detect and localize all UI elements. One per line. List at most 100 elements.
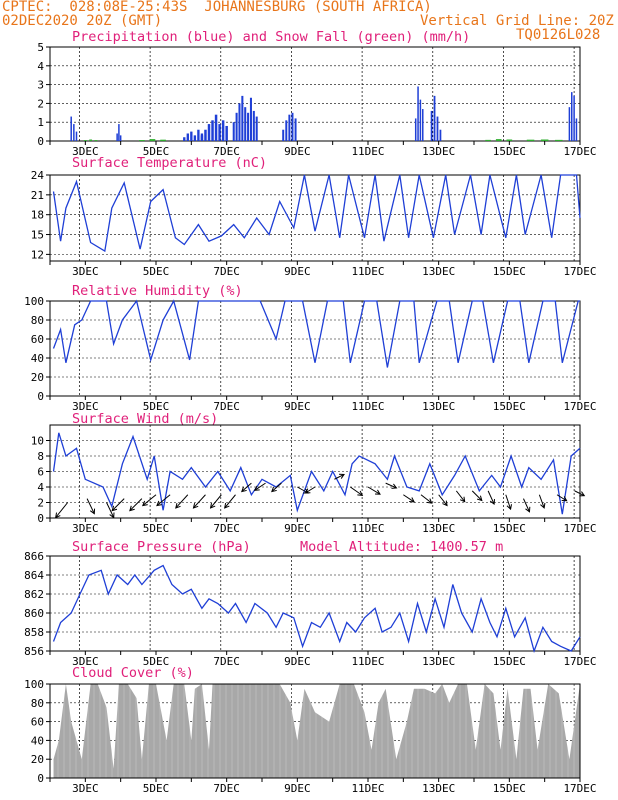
wind-ytick-label: 4	[37, 481, 44, 494]
precip-xtick-label: 9DEC	[284, 145, 311, 158]
wind-arrow-head	[156, 500, 162, 507]
wind-arrow-head	[129, 505, 135, 512]
precip-xtick-label: 3DEC	[72, 145, 99, 158]
wind-arrow-head	[192, 502, 199, 509]
cloud-xtick-label: 17DEC	[563, 782, 596, 795]
snow-bar	[540, 139, 549, 141]
wind-arrow-head	[442, 500, 448, 507]
wind-arrow-head	[525, 506, 531, 513]
precip-bar	[417, 86, 419, 141]
pres-xtick-label: 15DEC	[493, 655, 526, 668]
wind-ytick-label: 10	[31, 435, 44, 448]
precip-bar	[436, 116, 439, 141]
temp-xtick-label: 11DEC	[351, 265, 384, 278]
snow-bar	[89, 139, 93, 141]
cloud-ytick-label: 20	[31, 753, 44, 766]
precip-bar	[285, 120, 288, 141]
rh-xtick-label: 3DEC	[72, 400, 99, 413]
temp-title: Surface Temperature (nC)	[72, 155, 268, 171]
precip-frame	[49, 46, 581, 142]
wind-arrow-head	[141, 500, 148, 507]
wind-xtick-label: 9DEC	[284, 522, 311, 535]
pres-xtick-label: 3DEC	[72, 655, 99, 668]
cloud-title: Cloud Cover (%)	[72, 665, 194, 681]
wind-arrow	[129, 498, 143, 511]
precip-bar	[291, 112, 294, 141]
cloud-ytick-label: 40	[31, 734, 44, 747]
precip-bar	[200, 135, 204, 141]
wind-arrow-head	[111, 505, 118, 512]
precip-ytick-label: 5	[37, 41, 44, 54]
wind-arrow	[350, 486, 363, 496]
precip-xtick-label: 5DEC	[143, 145, 170, 158]
temp-line	[52, 174, 581, 253]
temp-xtick-label: 5DEC	[143, 265, 170, 278]
pres-xtick-label: 9DEC	[284, 655, 311, 668]
snow-bar	[94, 140, 98, 141]
temp-xtick-label: 9DEC	[284, 265, 311, 278]
wind-xtick-label: 7DEC	[213, 522, 240, 535]
wind-line	[52, 432, 581, 515]
wind-arrow-head	[506, 504, 512, 511]
wind-arrow-head	[476, 495, 483, 502]
precip-ytick-label: 4	[37, 60, 44, 73]
wind-arrow	[55, 502, 69, 518]
wind-arrow	[385, 482, 397, 489]
temp-xtick-label: 15DEC	[493, 265, 526, 278]
precip-xtick-label: 11DEC	[351, 145, 384, 158]
wind-arrow-head	[579, 491, 586, 497]
wind-xtick-label: 17DEC	[563, 522, 596, 535]
snow-bar	[83, 140, 87, 141]
pressure-title: Surface Pressure (hPa)	[72, 539, 251, 555]
wind-arrow-head	[109, 512, 115, 519]
rh-ytick-label: 20	[31, 371, 44, 384]
pres-ytick-label: 862	[24, 588, 44, 601]
temp-ytick-label: 21	[31, 189, 44, 202]
cloud-xtick-label: 3DEC	[72, 782, 99, 795]
wind-arrow-head	[357, 490, 364, 496]
precip-bar	[252, 110, 255, 141]
snow-bar	[485, 139, 491, 141]
rh-xtick-label: 9DEC	[284, 400, 311, 413]
precip-bar	[75, 131, 78, 141]
cloud-xtick-label: 7DEC	[213, 782, 240, 795]
precip-bar	[241, 95, 244, 141]
wind-arrow	[438, 494, 448, 506]
snow-bar	[139, 140, 145, 141]
wind-arrow-head	[409, 497, 416, 503]
precip-bar	[419, 99, 422, 141]
pres-xtick-label: 17DEC	[563, 655, 596, 668]
precip-bar	[247, 112, 250, 141]
temp-xtick-label: 3DEC	[72, 265, 99, 278]
wind-arrow-head	[374, 489, 381, 495]
precip-ytick-label: 2	[37, 97, 44, 110]
pres-ytick-label: 858	[24, 626, 44, 639]
rh-xtick-label: 17DEC	[563, 400, 596, 413]
precip-title: Precipitation (blue) and Snow Fall (gree…	[72, 29, 471, 45]
precip-bar	[232, 122, 235, 141]
wind-arrow	[193, 494, 206, 509]
pres-ytick-label: 856	[24, 645, 44, 658]
precip-bar	[204, 129, 207, 141]
wind-arrow-head	[55, 512, 61, 519]
pres-frame	[49, 555, 581, 652]
precip-ytick-label: 3	[37, 79, 44, 92]
wind-arrow	[455, 490, 466, 502]
snow-bar	[149, 139, 156, 141]
precip-bar	[118, 124, 120, 141]
rh-xtick-label: 11DEC	[351, 400, 384, 413]
precip-bar	[116, 133, 118, 141]
wind-arrow	[420, 494, 433, 504]
temp-ytick-label: 15	[31, 229, 44, 242]
wind-arrow-head	[561, 496, 568, 502]
header-location: CPTEC: 028:08E-25:43S JOHANNESBURG (SOUT…	[2, 0, 432, 15]
precip-bar	[244, 107, 247, 141]
rh-ytick-label: 0	[37, 390, 44, 403]
wind-arrow	[403, 494, 415, 503]
header-grid-line: Vertical Grid Line: 20Z	[420, 13, 614, 29]
wind-xtick-label: 5DEC	[143, 522, 170, 535]
model-altitude: Model Altitude: 1400.57 m	[300, 539, 504, 555]
cloud-ytick-label: 100	[24, 678, 44, 691]
cloud-xtick-label: 5DEC	[143, 782, 170, 795]
